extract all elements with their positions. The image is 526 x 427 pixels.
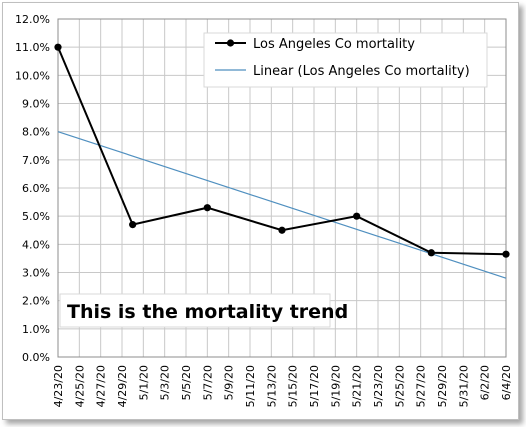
x-tick-label: 5/13/20 [265, 365, 278, 407]
y-tick-label: 2.0% [22, 295, 50, 308]
plot-area-border [57, 18, 507, 358]
data-point [278, 226, 286, 234]
legend-label-linear: Linear (Los Angeles Co mortality) [253, 64, 470, 79]
chart-frame: 0.0% 1.0% 2.0% 3.0% 4.0% 5.0% 6.0% 7.0% 8.0% 9.0%… [2, 2, 519, 420]
x-tick-label: 5/21/20 [351, 365, 364, 407]
y-tick-label: 3.0% [22, 267, 50, 280]
data-point [353, 212, 361, 220]
x-tick-label: 4/27/20 [95, 365, 108, 407]
x-tick-label: 5/29/20 [436, 365, 449, 407]
x-tick-label: 5/19/20 [329, 365, 342, 407]
series-layer [54, 43, 510, 279]
y-tick-label: 10.0% [15, 69, 50, 82]
annotation-box [59, 293, 331, 328]
legend-marker-mortality [226, 39, 235, 47]
data-point [54, 43, 62, 51]
y-tick-label: 9.0% [22, 98, 50, 111]
legend-box [203, 32, 488, 88]
x-tick-label: 6/4/20 [500, 365, 513, 400]
legend-label-mortality: Los Angeles Co mortality [253, 37, 415, 52]
data-point [129, 221, 137, 229]
data-point [427, 249, 435, 257]
y-tick-label: 11.0% [15, 41, 50, 54]
y-tick-label: 12.0% [15, 13, 50, 26]
x-tick-label: 5/31/20 [457, 365, 470, 407]
x-axis-ticks: 4/23/20 4/25/20 4/27/20 4/29/20 5/1/20 5/3/20… [52, 365, 513, 407]
y-tick-label: 6.0% [22, 182, 50, 195]
data-point [203, 204, 211, 212]
y-axis-ticks: 0.0% 1.0% 2.0% 3.0% 4.0% 5.0% 6.0% 7.0% 8.0% 9.0%… [15, 13, 50, 364]
y-tick-label: 7.0% [22, 154, 50, 167]
x-tick-label: 5/5/20 [180, 365, 193, 400]
x-tick-label: 5/15/20 [287, 365, 300, 407]
x-tick-label: 4/23/20 [52, 365, 65, 407]
y-tick-label: 8.0% [22, 126, 50, 139]
x-tick-label: 4/25/20 [73, 365, 86, 407]
legend: Los Angeles Co mortality Linear (Los Ang… [203, 32, 488, 88]
x-tick-label: 4/29/20 [116, 365, 129, 407]
x-tick-label: 6/2/20 [479, 365, 492, 400]
mortality-line-chart: 0.0% 1.0% 2.0% 3.0% 4.0% 5.0% 6.0% 7.0% 8.0% 9.0%… [15, 13, 513, 407]
x-tick-label: 5/17/20 [308, 365, 321, 407]
y-tick-label: 0.0% [22, 351, 50, 364]
x-tick-label: 5/9/20 [223, 365, 236, 400]
x-tick-label: 5/11/20 [244, 365, 257, 407]
annotation-text: This is the mortality trend [67, 301, 348, 323]
annotation: This is the mortality trend [59, 293, 348, 328]
x-tick-label: 5/3/20 [159, 365, 172, 400]
x-tick-label: 5/7/20 [201, 365, 214, 400]
data-point [502, 250, 510, 258]
x-tick-label: 5/25/20 [393, 365, 406, 407]
y-tick-label: 4.0% [22, 238, 50, 251]
y-tick-label: 1.0% [22, 323, 50, 336]
y-tick-label: 5.0% [22, 210, 50, 223]
x-tick-label: 5/23/20 [372, 365, 385, 407]
x-tick-label: 5/27/20 [415, 365, 428, 407]
x-tick-label: 5/1/20 [137, 365, 150, 400]
